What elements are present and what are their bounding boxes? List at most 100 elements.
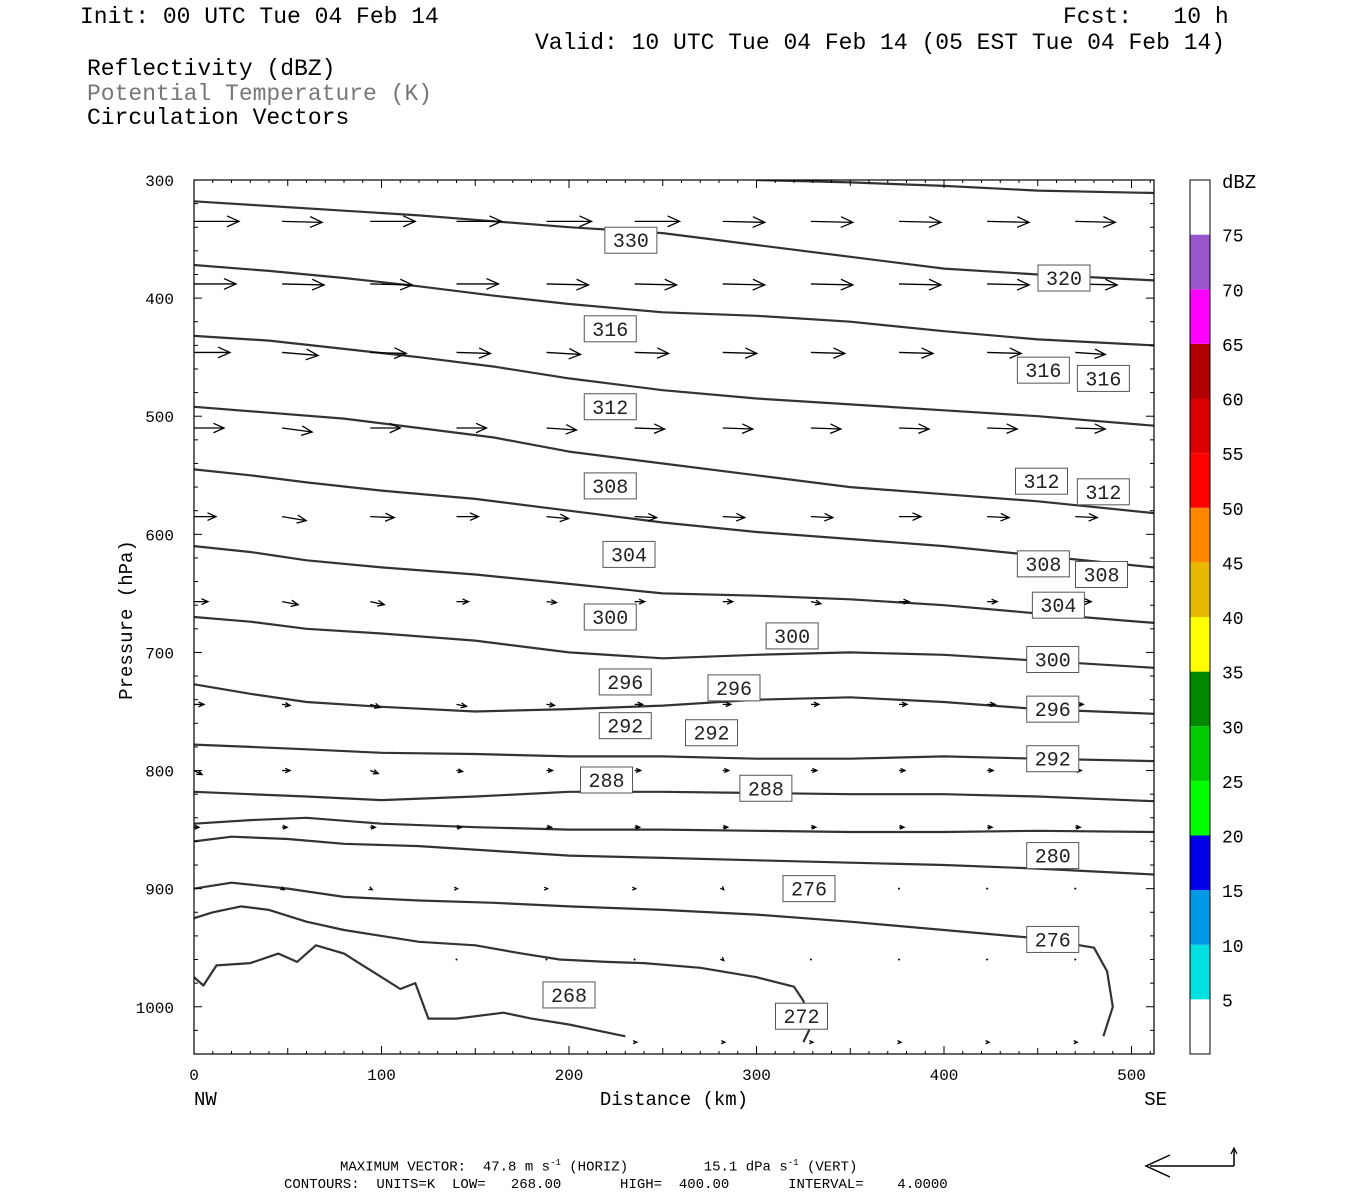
contour-label-box — [583, 472, 637, 500]
x-tick-label: 0 — [189, 1067, 199, 1085]
vector-arrow — [634, 515, 657, 519]
vector-dot — [633, 958, 636, 961]
colorbar-segment — [1190, 453, 1210, 508]
colorbar-level-label: 40 — [1222, 610, 1244, 630]
vector-arrowhead — [282, 824, 289, 830]
max-vector-horiz-unit-exponent: -1 — [550, 1158, 561, 1168]
vector-arrow — [1153, 221, 1154, 222]
colorbar-level-label: 75 — [1222, 228, 1244, 248]
y-tick-label: 600 — [145, 527, 174, 545]
vector-arrowhead — [985, 1040, 991, 1045]
vector-arrowhead — [632, 886, 638, 891]
contour-label-box — [1026, 925, 1080, 953]
colorbar-segment — [1190, 944, 1210, 1000]
contour-label: 312 — [592, 398, 628, 421]
max-vector-horiz: 47.8 m s — [482, 1159, 551, 1176]
vector-arrowhead — [309, 216, 324, 229]
contour-label-box — [598, 712, 652, 740]
vector-arrowhead — [457, 768, 465, 774]
y-tick-label: 1000 — [136, 1000, 174, 1018]
contour-label: 288 — [748, 779, 784, 802]
vector-arrowhead — [453, 886, 460, 891]
vector-arrowhead — [656, 347, 671, 359]
vector-arrowhead — [726, 598, 735, 605]
y-tick-label: 900 — [145, 882, 174, 900]
colorbar-level-label: 30 — [1222, 719, 1244, 739]
vector-arrowhead — [280, 886, 286, 891]
vector-arrowhead — [987, 824, 994, 830]
vector-arrow — [370, 351, 407, 355]
vector-arrow — [810, 427, 841, 430]
vector-arrow — [987, 351, 1022, 355]
vector-arrowhead — [223, 277, 238, 290]
vector-arrowhead — [813, 701, 821, 708]
max-vector-vert: 15.1 dPa s — [703, 1159, 788, 1176]
vector-arrowhead — [823, 512, 835, 522]
field-label-vectors: Circulation Vectors — [87, 105, 350, 131]
vector-arrowhead — [1073, 1040, 1079, 1045]
vector-arrowhead — [368, 886, 374, 891]
vector-arrow — [282, 427, 313, 433]
vector-arrowhead — [217, 346, 232, 359]
contour-label: 320 — [1046, 269, 1082, 292]
vector-arrowhead — [213, 422, 226, 434]
vector-arrowhead — [1075, 824, 1082, 830]
colorbar-segment — [1190, 780, 1210, 836]
vector-arrowhead — [374, 702, 382, 709]
reference-vector-icon — [1144, 1146, 1238, 1178]
contour-label-box — [1016, 550, 1070, 578]
contour-label: 292 — [607, 717, 643, 740]
forecast-hour-label: Fcst: 10 h — [1063, 4, 1229, 30]
contour-label: 300 — [1035, 651, 1071, 674]
vector-arrowhead — [647, 512, 659, 522]
vector-dot — [809, 958, 812, 961]
vector-arrowhead — [921, 347, 935, 359]
field-label-reflectivity: Reflectivity (dBZ) — [87, 56, 336, 82]
vector-arrowhead — [635, 767, 643, 774]
vector-arrowhead — [402, 215, 417, 228]
colorbar-segment — [1190, 999, 1210, 1054]
vector-arrow — [370, 283, 413, 286]
colorbar-level-label: 5 — [1222, 992, 1233, 1012]
vector-arrowhead — [988, 767, 995, 774]
vector-arrow — [634, 351, 669, 355]
vector-arrow — [898, 220, 942, 223]
vector-arrow — [722, 427, 753, 430]
vector-arrow — [456, 703, 467, 708]
vector-arrowhead — [1016, 216, 1031, 229]
vector-arrowhead — [723, 824, 730, 830]
contour-label-box — [598, 668, 652, 696]
contour-label-box — [1026, 695, 1080, 723]
vector-arrowhead — [637, 701, 645, 708]
vector-arrow — [722, 220, 765, 223]
max-vector-vert-unit-exponent: -1 — [787, 1158, 799, 1168]
max-vector-vert-tag: (VERT) — [806, 1159, 858, 1176]
contour-label-box — [685, 719, 738, 747]
vector-arrowhead — [912, 512, 923, 522]
vector-arrowhead — [311, 278, 326, 291]
contour-label: 288 — [588, 771, 624, 794]
theta-contours — [194, 180, 1154, 1043]
x-tick-label: 300 — [742, 1067, 771, 1085]
vector-arrowhead — [744, 347, 759, 359]
contour-label: 308 — [1025, 555, 1061, 578]
vector-arrowhead — [811, 824, 818, 830]
vector-dot — [986, 887, 989, 890]
contour-label-box — [1015, 467, 1068, 495]
theta-contour-296 — [194, 683, 1154, 715]
contour-label-box — [1075, 560, 1128, 588]
vector-arrowhead — [576, 278, 591, 291]
vector-dot — [898, 887, 900, 890]
vector-arrowhead — [928, 216, 943, 229]
vector-arrowhead — [725, 701, 733, 708]
vector-arrow — [810, 601, 822, 605]
vector-arrow — [282, 283, 325, 286]
colorbar-level-label: 70 — [1222, 282, 1244, 302]
vector-arrowhead — [194, 824, 201, 830]
vector-arrowhead — [814, 599, 823, 606]
colorbar-title: dBZ — [1222, 172, 1256, 194]
contour-label: 316 — [1025, 361, 1061, 384]
vector-arrowhead — [290, 599, 300, 608]
colorbar-level-label: 20 — [1222, 829, 1244, 849]
vector-arrow — [282, 601, 299, 606]
